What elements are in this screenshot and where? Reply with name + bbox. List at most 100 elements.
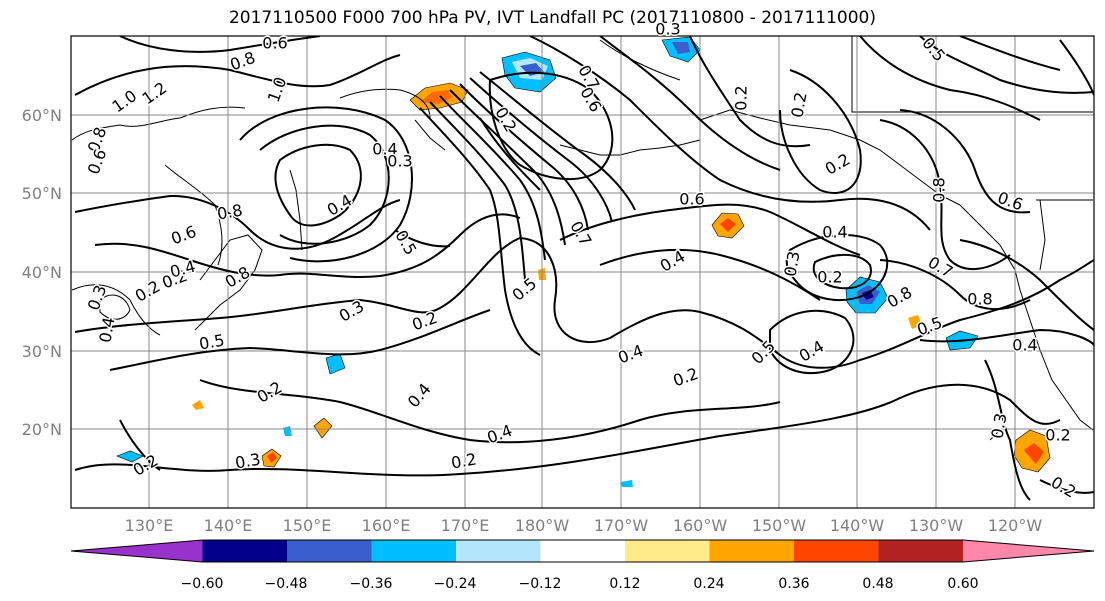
lat-label-50n: 50°N xyxy=(22,184,62,203)
colorbar-cell xyxy=(794,540,879,562)
contour-label: 0.7 xyxy=(925,253,957,282)
contour-label: 0.2 xyxy=(822,150,854,179)
lon-label-140w: 140°W xyxy=(830,516,885,535)
colorbar-tick-label: −0.60 xyxy=(181,576,224,592)
contour-label: 0.4 xyxy=(1012,336,1037,355)
graticule xyxy=(71,36,1094,508)
lon-label-130w: 130°W xyxy=(909,516,964,535)
contour-label: 0.2 xyxy=(732,85,751,110)
colorbar-tick-label: −0.48 xyxy=(265,576,308,592)
colorbar-tick-label: 0.36 xyxy=(778,576,809,592)
contour-label: 0.2 xyxy=(670,364,700,391)
contour-label: 0.2 xyxy=(817,268,842,287)
positive-anomaly-small-1 xyxy=(313,417,333,439)
colorbar-cells xyxy=(70,539,1095,563)
negative-anomaly-small-5 xyxy=(621,480,633,487)
colorbar-tick-label: −0.24 xyxy=(434,576,477,592)
colorbar-tick-label: −0.12 xyxy=(519,576,562,592)
contour-label: 0.3 xyxy=(84,282,111,312)
contour-label: 1.0 xyxy=(109,86,141,116)
contour-label: 0.2 xyxy=(132,277,164,306)
lon-label-140e: 140°E xyxy=(204,516,253,535)
colorbar-cell xyxy=(456,540,541,562)
lon-label-150w: 150°W xyxy=(752,516,807,535)
colorbar-cell xyxy=(540,540,626,562)
map-title: 2017110500 F000 700 hPa PV, IVT Landfall… xyxy=(228,8,876,28)
positive-anomaly-small-4 xyxy=(192,400,204,410)
map-frame xyxy=(70,35,1095,509)
contour-label: 0.3 xyxy=(655,20,680,39)
positive-anomaly-kamchatka xyxy=(409,82,469,111)
contour-label: 0.4 xyxy=(404,380,435,412)
contour-label: 0.8 xyxy=(884,283,916,312)
colorbar-extend-high xyxy=(963,540,1094,562)
contour-label: 0.6 xyxy=(84,146,111,176)
contour-label: 0.4 xyxy=(615,341,645,368)
contour-label: 0.3 xyxy=(387,152,412,171)
contour-label: 0.2 xyxy=(1045,426,1070,445)
lon-label-150e: 150°E xyxy=(283,516,332,535)
contour-label: 0.6 xyxy=(262,34,287,53)
contour-label: 0.6 xyxy=(679,190,704,209)
colorbar-tick-label: 0.12 xyxy=(609,576,640,592)
contour-label: 0.4 xyxy=(168,257,198,282)
contour-label: 0.6 xyxy=(576,84,605,116)
contour-label: 0.6 xyxy=(995,188,1025,215)
colorbar-cell xyxy=(878,540,964,562)
contour-label: 0.2 xyxy=(491,104,520,136)
colorbar-cell xyxy=(202,540,288,562)
contour-label: 0.8 xyxy=(930,177,949,202)
colorbar-cell xyxy=(287,540,372,562)
colorbar: −0.60 −0.48 −0.36 −0.24 −0.12 0.12 0.24 … xyxy=(70,539,1095,592)
contour-label: 1.2 xyxy=(139,78,171,108)
contour-label: 0.4 xyxy=(484,421,514,448)
contour-label: 0.8 xyxy=(222,263,254,292)
negative-anomaly-small-2 xyxy=(325,353,346,375)
negative-anomaly-alaska xyxy=(661,36,701,63)
colorbar-frame xyxy=(70,539,1095,563)
latitude-axis: 60°N 50°N 40°N 30°N 20°N xyxy=(22,106,62,439)
lat-label-30n: 30°N xyxy=(22,342,62,361)
contour-label: 0.4 xyxy=(95,316,118,344)
contour-label: 0.2 xyxy=(254,378,286,407)
contour-label: 0.2 xyxy=(1048,473,1080,502)
colorbar-cell xyxy=(371,540,457,562)
contour-label: 0.4 xyxy=(822,223,847,242)
colorbar-cell xyxy=(625,540,710,562)
contour-label: 0.4 xyxy=(796,337,828,366)
contour-label: 0.3 xyxy=(780,250,803,278)
colorbar-ticks: −0.60 −0.48 −0.36 −0.24 −0.12 0.12 0.24 … xyxy=(181,576,979,592)
lat-label-60n: 60°N xyxy=(22,106,62,125)
lon-label-160e: 160°E xyxy=(362,516,411,535)
lat-label-20n: 20°N xyxy=(22,420,62,439)
positive-anomaly-small-3 xyxy=(267,452,277,463)
contour-label: 0.4 xyxy=(372,140,397,159)
colorbar-tick-label: 0.48 xyxy=(862,576,893,592)
contour-label: 0.8 xyxy=(967,290,992,309)
pv-contours xyxy=(74,36,1094,501)
contour-label: 0.6 xyxy=(168,222,198,249)
contour-label: 0.5 xyxy=(509,274,541,305)
contour-label: 0.8 xyxy=(227,48,257,75)
colorbar-tick-label: 0.60 xyxy=(947,576,978,592)
contour-label: 0.5 xyxy=(914,313,944,340)
contour-label: 0.2 xyxy=(450,449,478,472)
lon-label-170e: 170°E xyxy=(441,516,490,535)
lat-label-40n: 40°N xyxy=(22,263,62,282)
colorbar-tick-label: −0.36 xyxy=(350,576,393,592)
positive-anomaly-gulf xyxy=(711,212,745,239)
lon-label-180w: 180°W xyxy=(515,516,570,535)
lon-label-120w: 120°W xyxy=(988,516,1043,535)
contour-label: 0.2 xyxy=(787,91,810,119)
colorbar-cell xyxy=(709,540,795,562)
longitude-axis: 130°E 140°E 150°E 160°E 170°E 180°W 170°… xyxy=(125,516,1043,535)
lon-label-130e: 130°E xyxy=(125,516,174,535)
contour-label: 0.4 xyxy=(324,191,356,220)
colorbar-tick-label: 0.24 xyxy=(693,576,724,592)
positive-anomaly-small-5 xyxy=(908,315,922,329)
lon-label-170w: 170°W xyxy=(594,516,649,535)
contour-label: 0.5 xyxy=(748,337,779,368)
contour-label: 0.7 xyxy=(566,218,595,250)
lon-label-160w: 160°W xyxy=(673,516,728,535)
